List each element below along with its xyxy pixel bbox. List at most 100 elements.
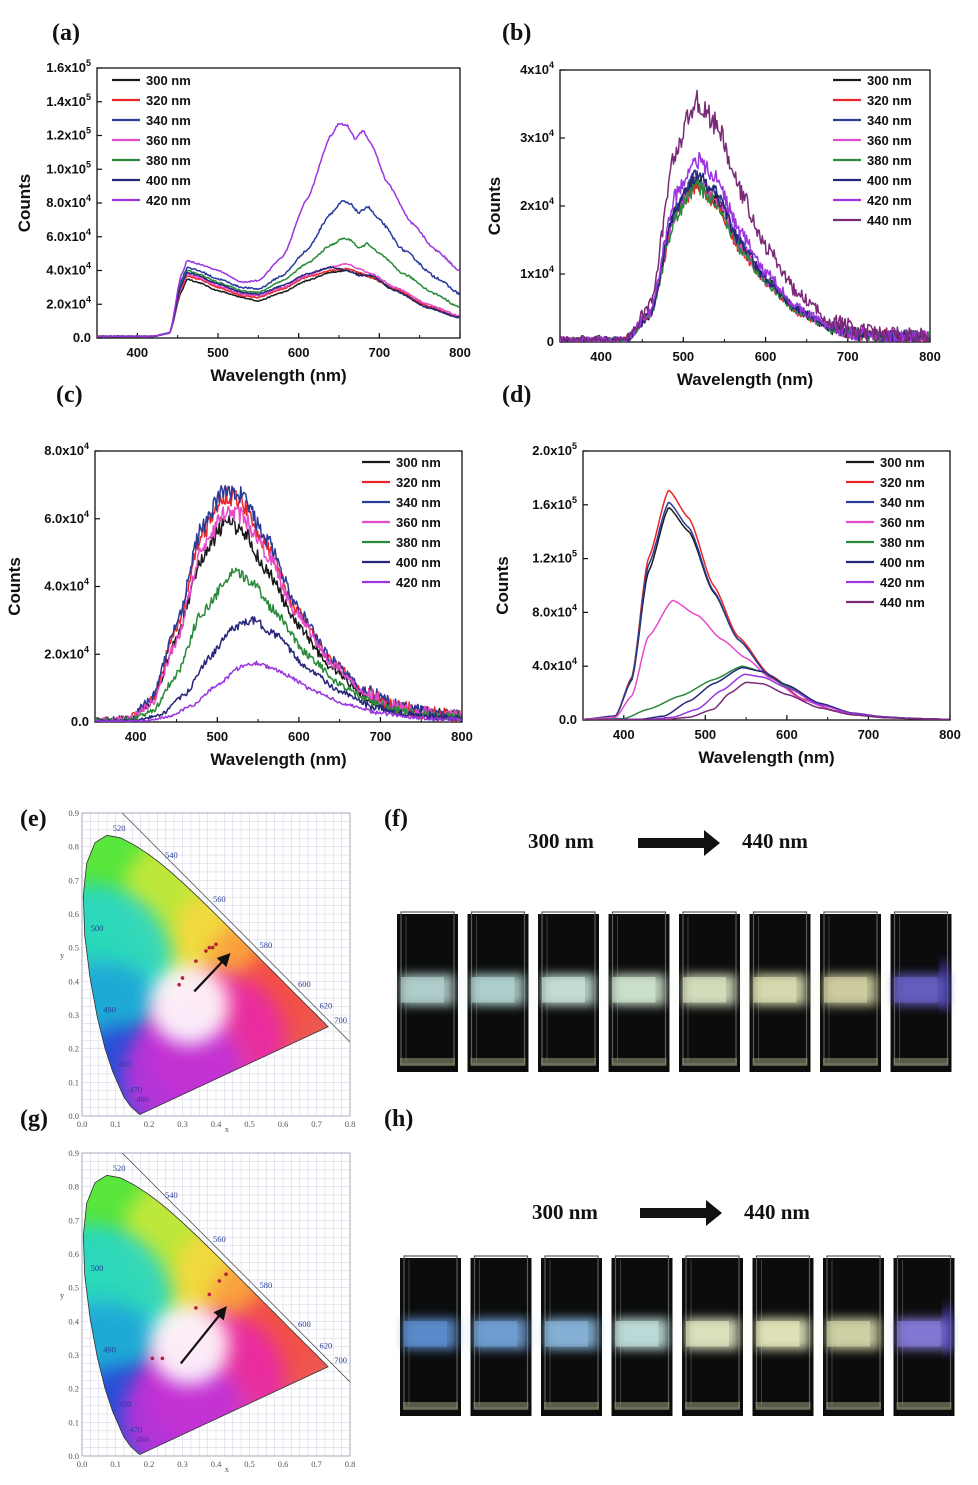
chromaticity-point <box>160 1356 165 1361</box>
x-tick-label: 400 <box>590 349 612 364</box>
wavelength-label: 460 <box>136 1094 149 1104</box>
y-axis-label: Counts <box>493 556 512 615</box>
beam-core <box>753 977 797 1003</box>
beam-core <box>404 1321 447 1347</box>
emission-spectra-chart-b: 400 500 600 700 800 0 1x104 2x104 3x104 4x104 Wave… <box>485 60 941 389</box>
chromaticity-point <box>217 1279 222 1283</box>
x-tick-label: 0.0 <box>77 1459 88 1469</box>
excitation-start-label: 300 nm <box>532 1200 598 1224</box>
x-tick-label: 0.4 <box>211 1119 222 1129</box>
legend-label: 360 nm <box>396 515 441 530</box>
legend-label: 420 nm <box>880 575 925 590</box>
shift-arrow <box>193 952 231 993</box>
wavelength-label: 620 <box>319 1340 332 1350</box>
wavelength-label: 470 <box>130 1084 143 1094</box>
beam-core <box>474 1321 518 1347</box>
x-tick-label: 0.5 <box>244 1459 255 1469</box>
x-tick-label: 0.3 <box>177 1459 188 1469</box>
legend-label: 360 nm <box>867 133 912 148</box>
legend-label: 300 nm <box>867 73 912 88</box>
cuvette-photo <box>470 1255 532 1416</box>
emission-spectra-chart-d: 400 500 600 700 800 0.0 4.0x104 8.0x104 1.2x105 1… <box>493 441 961 767</box>
y-tick-label: 1.6x105 <box>532 495 577 512</box>
x-tick-label: 700 <box>837 349 859 364</box>
x-tick-label: 700 <box>370 729 392 744</box>
y-tick-label: 0.0 <box>73 330 91 345</box>
cie-frame <box>81 812 351 1117</box>
chromaticity-point <box>224 1272 228 1276</box>
cuvette-photo <box>679 911 740 1072</box>
x-tick-label: 0.8 <box>345 1459 356 1469</box>
cuvette-base <box>896 1402 952 1410</box>
y-tick-label: 0.1 <box>68 1417 79 1427</box>
panel-label-e: (e) <box>20 806 47 832</box>
panel-label-f: (f) <box>384 806 408 832</box>
y-tick-label: 3x104 <box>520 128 554 145</box>
wavelength-label: 620 <box>319 1000 332 1010</box>
y-tick-label: 4x104 <box>520 60 554 77</box>
x-tick-label: 0.7 <box>311 1459 322 1469</box>
chromaticity-point <box>194 1306 198 1310</box>
x-tick-label: 800 <box>919 349 941 364</box>
wavelength-label: 520 <box>113 823 126 833</box>
shift-arrow <box>179 1306 227 1365</box>
y-tick-label: 8.0x104 <box>46 193 91 210</box>
x-axis-label: Wavelength (nm) <box>210 750 346 769</box>
cuvette-photo <box>541 1255 602 1416</box>
cuvette-photo-strip-f: 300 nm 440 nm <box>397 829 952 1072</box>
plot-frame <box>582 450 951 721</box>
legend-label: 320 nm <box>146 93 191 108</box>
panel-label-d: (d) <box>502 382 531 408</box>
cuvette-base <box>823 1058 878 1066</box>
y-tick-label: 0.2 <box>68 1384 79 1394</box>
y-axis-label: y <box>60 950 65 960</box>
chromaticity-point <box>177 982 181 987</box>
cuvette-base <box>685 1402 740 1410</box>
y-tick-label: 2.0x104 <box>46 294 91 311</box>
cuvette-photo <box>752 1255 814 1416</box>
y-tick-label: 1.2x105 <box>532 549 577 566</box>
x-tick-label: 500 <box>694 727 716 742</box>
x-axis-label: Wavelength (nm) <box>698 748 834 767</box>
x-tick-label: 700 <box>368 345 390 360</box>
y-tick-label: 1.0x105 <box>46 159 91 176</box>
y-tick-label: 0.7 <box>68 875 79 885</box>
gamut-color-blob <box>149 964 230 1045</box>
x-tick-label: 0.7 <box>311 1119 322 1129</box>
x-tick-label: 0.1 <box>110 1119 121 1129</box>
panel-label-h: (h) <box>384 1106 413 1132</box>
cuvette-photo <box>467 911 529 1072</box>
series-line-440-nm <box>583 681 949 720</box>
y-tick-label: 4.0x104 <box>532 656 577 673</box>
legend-label: 380 nm <box>146 153 191 168</box>
legend-label: 320 nm <box>867 93 912 108</box>
y-tick-label: 1x104 <box>520 264 554 281</box>
cie-frame <box>81 1152 351 1457</box>
excitation-arrow <box>638 830 720 856</box>
y-tick-label: 0.1 <box>68 1077 79 1087</box>
scatter-glow <box>941 961 948 1009</box>
wavelength-label: 600 <box>298 979 311 989</box>
cuvette-photo <box>820 911 881 1072</box>
excitation-arrow <box>640 1200 722 1226</box>
series-line-360-nm <box>583 599 949 720</box>
legend-label: 400 nm <box>396 555 441 570</box>
y-tick-label: 0.6 <box>68 1249 79 1259</box>
legend-label: 380 nm <box>880 535 925 550</box>
wavelength-label: 490 <box>103 1005 116 1015</box>
cuvette-base <box>544 1402 599 1410</box>
x-axis-label: Wavelength (nm) <box>210 366 346 385</box>
emission-spectra-chart-a: 400 500 600 700 800 0.0 2.0x104 4.0x104 6.0x104 8… <box>15 58 471 385</box>
y-tick-label: 0.0 <box>68 1111 79 1121</box>
series-line-340-nm <box>97 199 460 338</box>
panel-label-b: (b) <box>502 20 531 46</box>
y-tick-label: 0.0 <box>559 712 577 727</box>
y-tick-label: 0 <box>547 334 554 349</box>
panel-label-c: (c) <box>56 382 83 408</box>
series-line-420-nm <box>95 660 462 722</box>
legend-label: 400 nm <box>146 173 191 188</box>
cuvette-photo <box>682 1255 743 1416</box>
y-tick-label: 0.0 <box>71 714 89 729</box>
legend-label: 380 nm <box>396 535 441 550</box>
